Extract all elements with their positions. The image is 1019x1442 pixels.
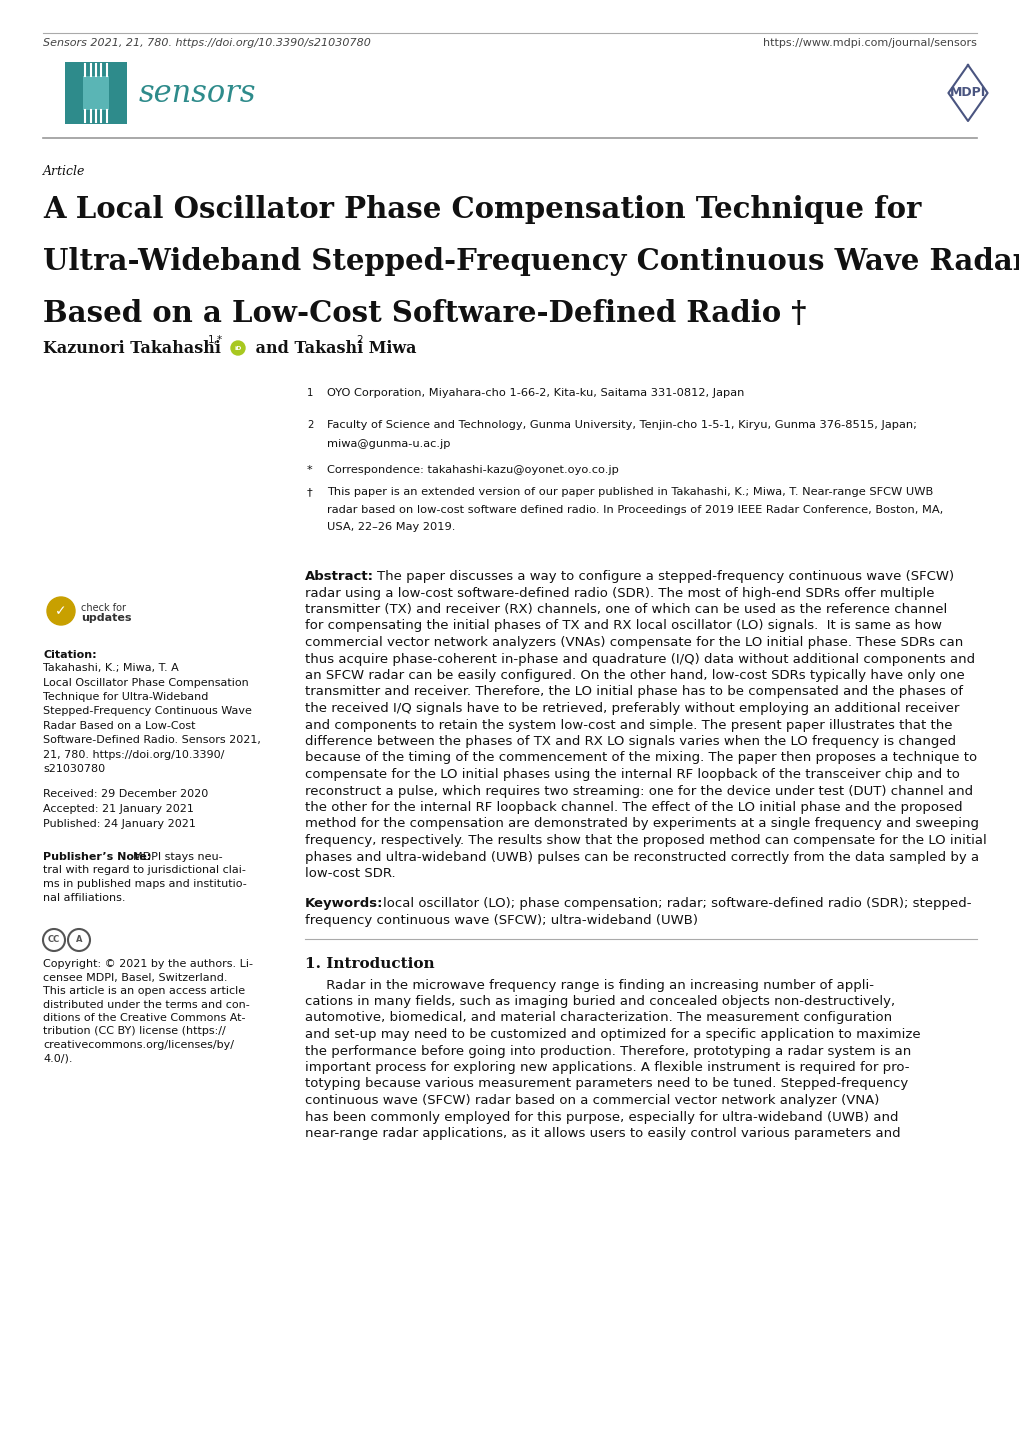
Text: and Takashi Miwa: and Takashi Miwa — [250, 340, 416, 358]
Text: creativecommons.org/licenses/by/: creativecommons.org/licenses/by/ — [43, 1040, 233, 1050]
Text: low-cost SDR.: low-cost SDR. — [305, 867, 395, 880]
Text: Technique for Ultra-Wideband: Technique for Ultra-Wideband — [43, 692, 208, 702]
Text: Ultra-Wideband Stepped-Frequency Continuous Wave Radar: Ultra-Wideband Stepped-Frequency Continu… — [43, 247, 1019, 275]
Text: miwa@gunma-u.ac.jp: miwa@gunma-u.ac.jp — [327, 440, 450, 450]
Text: 2: 2 — [356, 335, 363, 345]
Text: Correspondence: takahashi-kazu@oyonet.oyo.co.jp: Correspondence: takahashi-kazu@oyonet.oy… — [327, 464, 619, 474]
Text: the other for the internal RF loopback channel. The effect of the LO initial pha: the other for the internal RF loopback c… — [305, 800, 962, 813]
Text: compensate for the LO initial phases using the internal RF loopback of the trans: compensate for the LO initial phases usi… — [305, 769, 959, 782]
Text: thus acquire phase-coherent in-phase and quadrature (I/Q) data without additiona: thus acquire phase-coherent in-phase and… — [305, 652, 974, 666]
Text: ✓: ✓ — [55, 604, 67, 619]
Text: USA, 22–26 May 2019.: USA, 22–26 May 2019. — [327, 522, 454, 532]
Text: s21030780: s21030780 — [43, 764, 105, 774]
Text: Abstract:: Abstract: — [305, 570, 374, 583]
Text: MDPI stays neu-: MDPI stays neu- — [132, 852, 222, 862]
Text: This article is an open access article: This article is an open access article — [43, 986, 245, 996]
Text: has been commonly employed for this purpose, especially for ultra-wideband (UWB): has been commonly employed for this purp… — [305, 1110, 898, 1123]
Text: 1,*: 1,* — [208, 335, 223, 345]
Text: because of the timing of the commencement of the mixing. The paper then proposes: because of the timing of the commencemen… — [305, 751, 976, 764]
Text: radar based on low-cost software defined radio. In Proceedings of 2019 IEEE Rada: radar based on low-cost software defined… — [327, 505, 943, 515]
Bar — [65, 62, 127, 124]
Text: A: A — [75, 936, 83, 945]
Text: and components to retain the system low-cost and simple. The present paper illus: and components to retain the system low-… — [305, 718, 952, 731]
Text: an SFCW radar can be easily configured. On the other hand, low-cost SDRs typical: an SFCW radar can be easily configured. … — [305, 669, 964, 682]
Text: 2: 2 — [307, 420, 313, 430]
Text: phases and ultra-wideband (UWB) pulses can be reconstructed correctly from the d: phases and ultra-wideband (UWB) pulses c… — [305, 851, 978, 864]
Text: distributed under the terms and con-: distributed under the terms and con- — [43, 999, 250, 1009]
Text: https://www.mdpi.com/journal/sensors: https://www.mdpi.com/journal/sensors — [762, 37, 976, 48]
Text: ms in published maps and institutio-: ms in published maps and institutio- — [43, 880, 247, 890]
Text: Received: 29 December 2020: Received: 29 December 2020 — [43, 789, 208, 799]
Text: This paper is an extended version of our paper published in Takahashi, K.; Miwa,: This paper is an extended version of our… — [327, 487, 932, 497]
Text: important process for exploring new applications. A flexible instrument is requi: important process for exploring new appl… — [305, 1061, 909, 1074]
Text: the received I/Q signals have to be retrieved, preferably without employing an a: the received I/Q signals have to be retr… — [305, 702, 959, 715]
Bar — [83, 76, 109, 110]
Text: reconstruct a pulse, which requires two streaming: one for the device under test: reconstruct a pulse, which requires two … — [305, 784, 972, 797]
Text: frequency, respectively. The results show that the proposed method can compensat: frequency, respectively. The results sho… — [305, 833, 985, 846]
Text: 21, 780. https://doi.org/10.3390/: 21, 780. https://doi.org/10.3390/ — [43, 750, 224, 760]
Text: Faculty of Science and Technology, Gunma University, Tenjin-cho 1-5-1, Kiryu, Gu: Faculty of Science and Technology, Gunma… — [327, 420, 916, 430]
Text: Article: Article — [43, 164, 86, 177]
Text: Keywords:: Keywords: — [305, 897, 383, 910]
Text: nal affiliations.: nal affiliations. — [43, 893, 125, 903]
Text: cations in many fields, such as imaging buried and concealed objects non-destruc: cations in many fields, such as imaging … — [305, 995, 895, 1008]
Text: ditions of the Creative Commons At-: ditions of the Creative Commons At- — [43, 1012, 246, 1022]
Text: Kazunori Takahashi: Kazunori Takahashi — [43, 340, 221, 358]
Text: method for the compensation are demonstrated by experiments at a single frequenc: method for the compensation are demonstr… — [305, 818, 978, 831]
Text: Copyright: © 2021 by the authors. Li-: Copyright: © 2021 by the authors. Li- — [43, 959, 253, 969]
Text: The paper discusses a way to configure a stepped-frequency continuous wave (SFCW: The paper discusses a way to configure a… — [377, 570, 953, 583]
Text: Software-Defined Radio. Sensors 2021,: Software-Defined Radio. Sensors 2021, — [43, 735, 261, 746]
Text: Takahashi, K.; Miwa, T. A: Takahashi, K.; Miwa, T. A — [43, 663, 178, 673]
Text: Citation:: Citation: — [43, 650, 97, 660]
Text: *: * — [307, 464, 312, 474]
Text: continuous wave (SFCW) radar based on a commercial vector network analyzer (VNA): continuous wave (SFCW) radar based on a … — [305, 1094, 878, 1107]
Text: frequency continuous wave (SFCW); ultra-wideband (UWB): frequency continuous wave (SFCW); ultra-… — [305, 914, 697, 927]
Text: Radar Based on a Low-Cost: Radar Based on a Low-Cost — [43, 721, 196, 731]
Text: and set-up may need to be customized and optimized for a specific application to: and set-up may need to be customized and… — [305, 1028, 920, 1041]
Text: difference between the phases of TX and RX LO signals varies when the LO frequen: difference between the phases of TX and … — [305, 735, 955, 748]
Text: automotive, biomedical, and material characterization. The measurement configura: automotive, biomedical, and material cha… — [305, 1011, 892, 1024]
Text: radar using a low-cost software-defined radio (SDR). The most of high-end SDRs o: radar using a low-cost software-defined … — [305, 587, 933, 600]
Text: CC: CC — [48, 936, 60, 945]
Text: near-range radar applications, as it allows users to easily control various para: near-range radar applications, as it all… — [305, 1128, 900, 1141]
Text: OYO Corporation, Miyahara-cho 1-66-2, Kita-ku, Saitama 331-0812, Japan: OYO Corporation, Miyahara-cho 1-66-2, Ki… — [327, 388, 744, 398]
Text: Published: 24 January 2021: Published: 24 January 2021 — [43, 819, 196, 829]
Text: updates: updates — [81, 613, 131, 623]
Text: MDPI: MDPI — [949, 87, 985, 99]
Text: transmitter and receiver. Therefore, the LO initial phase has to be compensated : transmitter and receiver. Therefore, the… — [305, 685, 962, 698]
Text: Based on a Low-Cost Software-Defined Radio †: Based on a Low-Cost Software-Defined Rad… — [43, 298, 806, 327]
Text: Accepted: 21 January 2021: Accepted: 21 January 2021 — [43, 805, 194, 813]
Text: commercial vector network analyzers (VNAs) compensate for the LO initial phase. : commercial vector network analyzers (VNA… — [305, 636, 962, 649]
Text: Publisher’s Note:: Publisher’s Note: — [43, 852, 151, 862]
Text: Local Oscillator Phase Compensation: Local Oscillator Phase Compensation — [43, 678, 249, 688]
Text: 1. Introduction: 1. Introduction — [305, 956, 434, 970]
Text: tral with regard to jurisdictional clai-: tral with regard to jurisdictional clai- — [43, 865, 246, 875]
Text: tribution (CC BY) license (https://: tribution (CC BY) license (https:// — [43, 1027, 225, 1037]
Text: †: † — [307, 487, 313, 497]
Text: local oscillator (LO); phase compensation; radar; software-defined radio (SDR); : local oscillator (LO); phase compensatio… — [382, 897, 970, 910]
Circle shape — [47, 597, 75, 624]
Text: A Local Oscillator Phase Compensation Technique for: A Local Oscillator Phase Compensation Te… — [43, 195, 920, 224]
Text: 1: 1 — [307, 388, 313, 398]
Text: Radar in the microwave frequency range is finding an increasing number of appli-: Radar in the microwave frequency range i… — [305, 979, 873, 992]
Circle shape — [230, 340, 245, 355]
Text: iD: iD — [234, 346, 242, 350]
Text: check for: check for — [81, 603, 126, 613]
Text: 4.0/).: 4.0/). — [43, 1054, 72, 1064]
Text: censee MDPI, Basel, Switzerland.: censee MDPI, Basel, Switzerland. — [43, 972, 227, 982]
Text: Sensors 2021, 21, 780. https://doi.org/10.3390/s21030780: Sensors 2021, 21, 780. https://doi.org/1… — [43, 37, 371, 48]
Text: totyping because various measurement parameters need to be tuned. Stepped-freque: totyping because various measurement par… — [305, 1077, 907, 1090]
Text: Stepped-Frequency Continuous Wave: Stepped-Frequency Continuous Wave — [43, 707, 252, 717]
Text: for compensating the initial phases of TX and RX local oscillator (LO) signals. : for compensating the initial phases of T… — [305, 620, 942, 633]
Text: transmitter (TX) and receiver (RX) channels, one of which can be used as the ref: transmitter (TX) and receiver (RX) chann… — [305, 603, 947, 616]
Text: sensors: sensors — [139, 78, 256, 108]
Text: the performance before going into production. Therefore, prototyping a radar sys: the performance before going into produc… — [305, 1044, 910, 1057]
